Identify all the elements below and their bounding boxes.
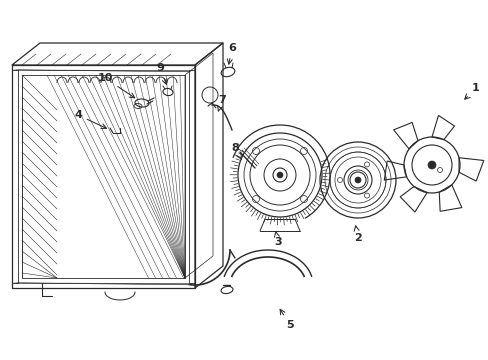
Circle shape [276,172,283,178]
Circle shape [354,177,360,183]
Text: 10: 10 [97,73,134,98]
Text: 3: 3 [274,231,281,247]
Text: 6: 6 [227,43,235,64]
Text: 9: 9 [156,63,167,84]
Text: 2: 2 [353,226,361,243]
Text: 7: 7 [217,95,225,111]
Text: 1: 1 [464,83,479,99]
Text: 4: 4 [74,110,106,129]
Text: 5: 5 [280,309,293,330]
Text: 8: 8 [231,143,241,159]
Circle shape [427,161,435,169]
